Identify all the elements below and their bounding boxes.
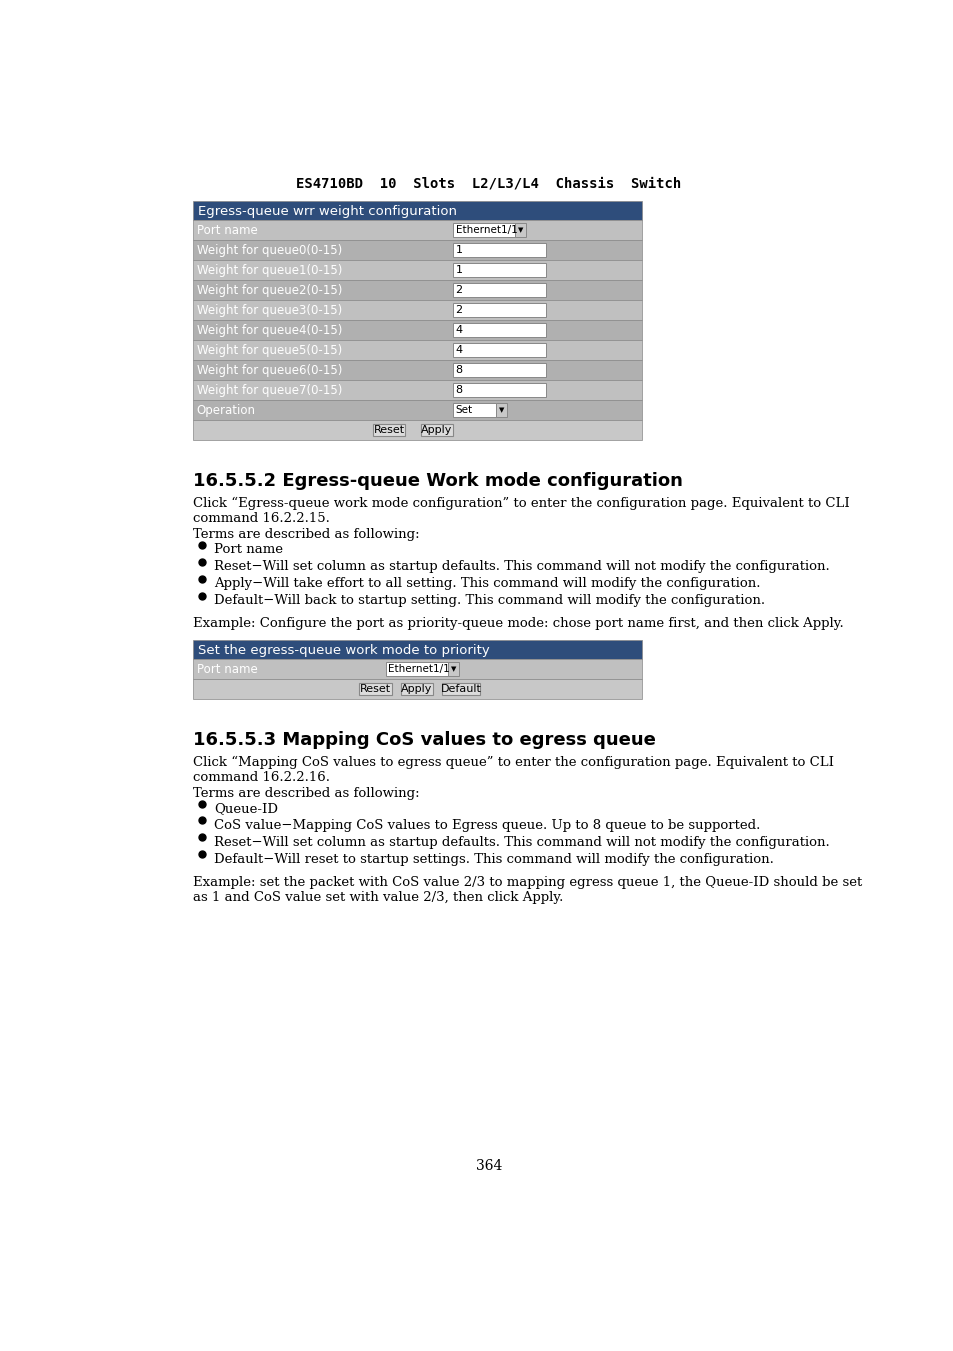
Bar xyxy=(420,424,453,436)
Text: 1: 1 xyxy=(456,265,462,274)
Bar xyxy=(193,640,641,659)
Text: 364: 364 xyxy=(476,1159,501,1173)
Text: Weight for queue7(0-15): Weight for queue7(0-15) xyxy=(196,384,342,397)
Text: 4: 4 xyxy=(456,345,462,355)
Bar xyxy=(385,662,447,676)
Text: Click “Mapping CoS values to egress queue” to enter the configuration page. Equi: Click “Mapping CoS values to egress queu… xyxy=(193,755,833,784)
Text: ▼: ▼ xyxy=(517,227,523,232)
Text: Queue-ID: Queue-ID xyxy=(213,802,277,815)
Text: Example: Configure the port as priority-queue mode: chose port name first, and t: Example: Configure the port as priority-… xyxy=(193,617,842,630)
Text: Ethernet1/1: Ethernet1/1 xyxy=(456,224,517,235)
Bar xyxy=(193,201,641,220)
Text: Default−Will back to startup setting. This command will modify the configuration: Default−Will back to startup setting. Th… xyxy=(213,594,764,607)
Text: 8: 8 xyxy=(456,385,462,394)
Text: Terms are described as following:: Terms are described as following: xyxy=(193,786,419,800)
Text: 16.5.5.3 Mapping CoS values to egress queue: 16.5.5.3 Mapping CoS values to egress qu… xyxy=(193,731,655,750)
Bar xyxy=(193,240,641,259)
Bar xyxy=(193,340,641,359)
Bar xyxy=(193,320,641,340)
Bar xyxy=(453,323,546,336)
Text: Example: set the packet with CoS value 2/3 to mapping egress queue 1, the Queue-: Example: set the packet with CoS value 2… xyxy=(193,875,862,904)
Text: Reset: Reset xyxy=(373,426,404,435)
Text: Click “Egress-queue work mode configuration” to enter the configuration page. Eq: Click “Egress-queue work mode configurat… xyxy=(193,497,849,526)
Text: 16.5.5.2 Egress-queue Work mode configuration: 16.5.5.2 Egress-queue Work mode configur… xyxy=(193,473,682,490)
Text: Weight for queue4(0-15): Weight for queue4(0-15) xyxy=(196,324,342,336)
Text: Ethernet1/1: Ethernet1/1 xyxy=(388,663,450,674)
Bar xyxy=(515,223,525,236)
Text: Set the egress-queue work mode to priority: Set the egress-queue work mode to priori… xyxy=(197,644,489,657)
Text: Port name: Port name xyxy=(196,662,257,676)
Text: Weight for queue2(0-15): Weight for queue2(0-15) xyxy=(196,284,342,297)
Text: CoS value−Mapping CoS values to Egress queue. Up to 8 queue to be supported.: CoS value−Mapping CoS values to Egress q… xyxy=(213,819,760,832)
Text: 1: 1 xyxy=(456,245,462,255)
Bar xyxy=(453,243,546,257)
Bar xyxy=(193,400,641,420)
Text: 2: 2 xyxy=(456,305,462,315)
Bar xyxy=(447,662,458,676)
Bar xyxy=(400,682,433,694)
Bar xyxy=(193,220,641,240)
Text: Weight for queue3(0-15): Weight for queue3(0-15) xyxy=(196,304,341,316)
Text: Weight for queue1(0-15): Weight for queue1(0-15) xyxy=(196,263,342,277)
Text: 8: 8 xyxy=(456,365,462,376)
Text: 4: 4 xyxy=(456,326,462,335)
Bar xyxy=(193,359,641,380)
Bar xyxy=(453,303,546,317)
Bar xyxy=(453,403,496,417)
Bar xyxy=(441,682,480,694)
Bar xyxy=(453,384,546,397)
Bar xyxy=(496,403,506,417)
Text: Weight for queue0(0-15): Weight for queue0(0-15) xyxy=(196,243,341,257)
Text: Port name: Port name xyxy=(196,224,257,236)
Bar xyxy=(193,259,641,280)
Text: Apply: Apply xyxy=(421,426,453,435)
Text: Reset−Will set column as startup defaults. This command will not modify the conf: Reset−Will set column as startup default… xyxy=(213,561,829,573)
Text: Egress-queue wrr weight configuration: Egress-queue wrr weight configuration xyxy=(197,205,456,219)
Bar xyxy=(373,424,405,436)
Bar xyxy=(453,363,546,377)
Text: ▼: ▼ xyxy=(498,407,503,413)
Bar xyxy=(359,682,392,694)
Text: Weight for queue6(0-15): Weight for queue6(0-15) xyxy=(196,363,342,377)
Text: Port name: Port name xyxy=(213,543,282,557)
Bar xyxy=(453,282,546,297)
Bar xyxy=(193,659,641,678)
Text: Default−Will reset to startup settings. This command will modify the configurati: Default−Will reset to startup settings. … xyxy=(213,852,773,866)
Bar xyxy=(193,420,641,440)
Text: Operation: Operation xyxy=(196,404,255,417)
Bar xyxy=(193,280,641,300)
Bar xyxy=(193,380,641,400)
Text: Apply−Will take effort to all setting. This command will modify the configuratio: Apply−Will take effort to all setting. T… xyxy=(213,577,760,590)
Bar xyxy=(453,263,546,277)
Bar xyxy=(453,223,515,236)
Text: ES4710BD  10  Slots  L2/L3/L4  Chassis  Switch: ES4710BD 10 Slots L2/L3/L4 Chassis Switc… xyxy=(296,177,680,190)
Bar xyxy=(193,300,641,320)
Text: Default: Default xyxy=(440,684,481,694)
Text: Reset: Reset xyxy=(360,684,391,694)
Bar xyxy=(193,678,641,698)
Text: Terms are described as following:: Terms are described as following: xyxy=(193,528,419,540)
Bar xyxy=(453,343,546,357)
Text: 2: 2 xyxy=(456,285,462,295)
Text: Reset−Will set column as startup defaults. This command will not modify the conf: Reset−Will set column as startup default… xyxy=(213,836,829,848)
Text: Apply: Apply xyxy=(401,684,432,694)
Text: ▼: ▼ xyxy=(450,666,456,671)
Text: Set: Set xyxy=(456,405,473,415)
Text: Weight for queue5(0-15): Weight for queue5(0-15) xyxy=(196,345,341,357)
